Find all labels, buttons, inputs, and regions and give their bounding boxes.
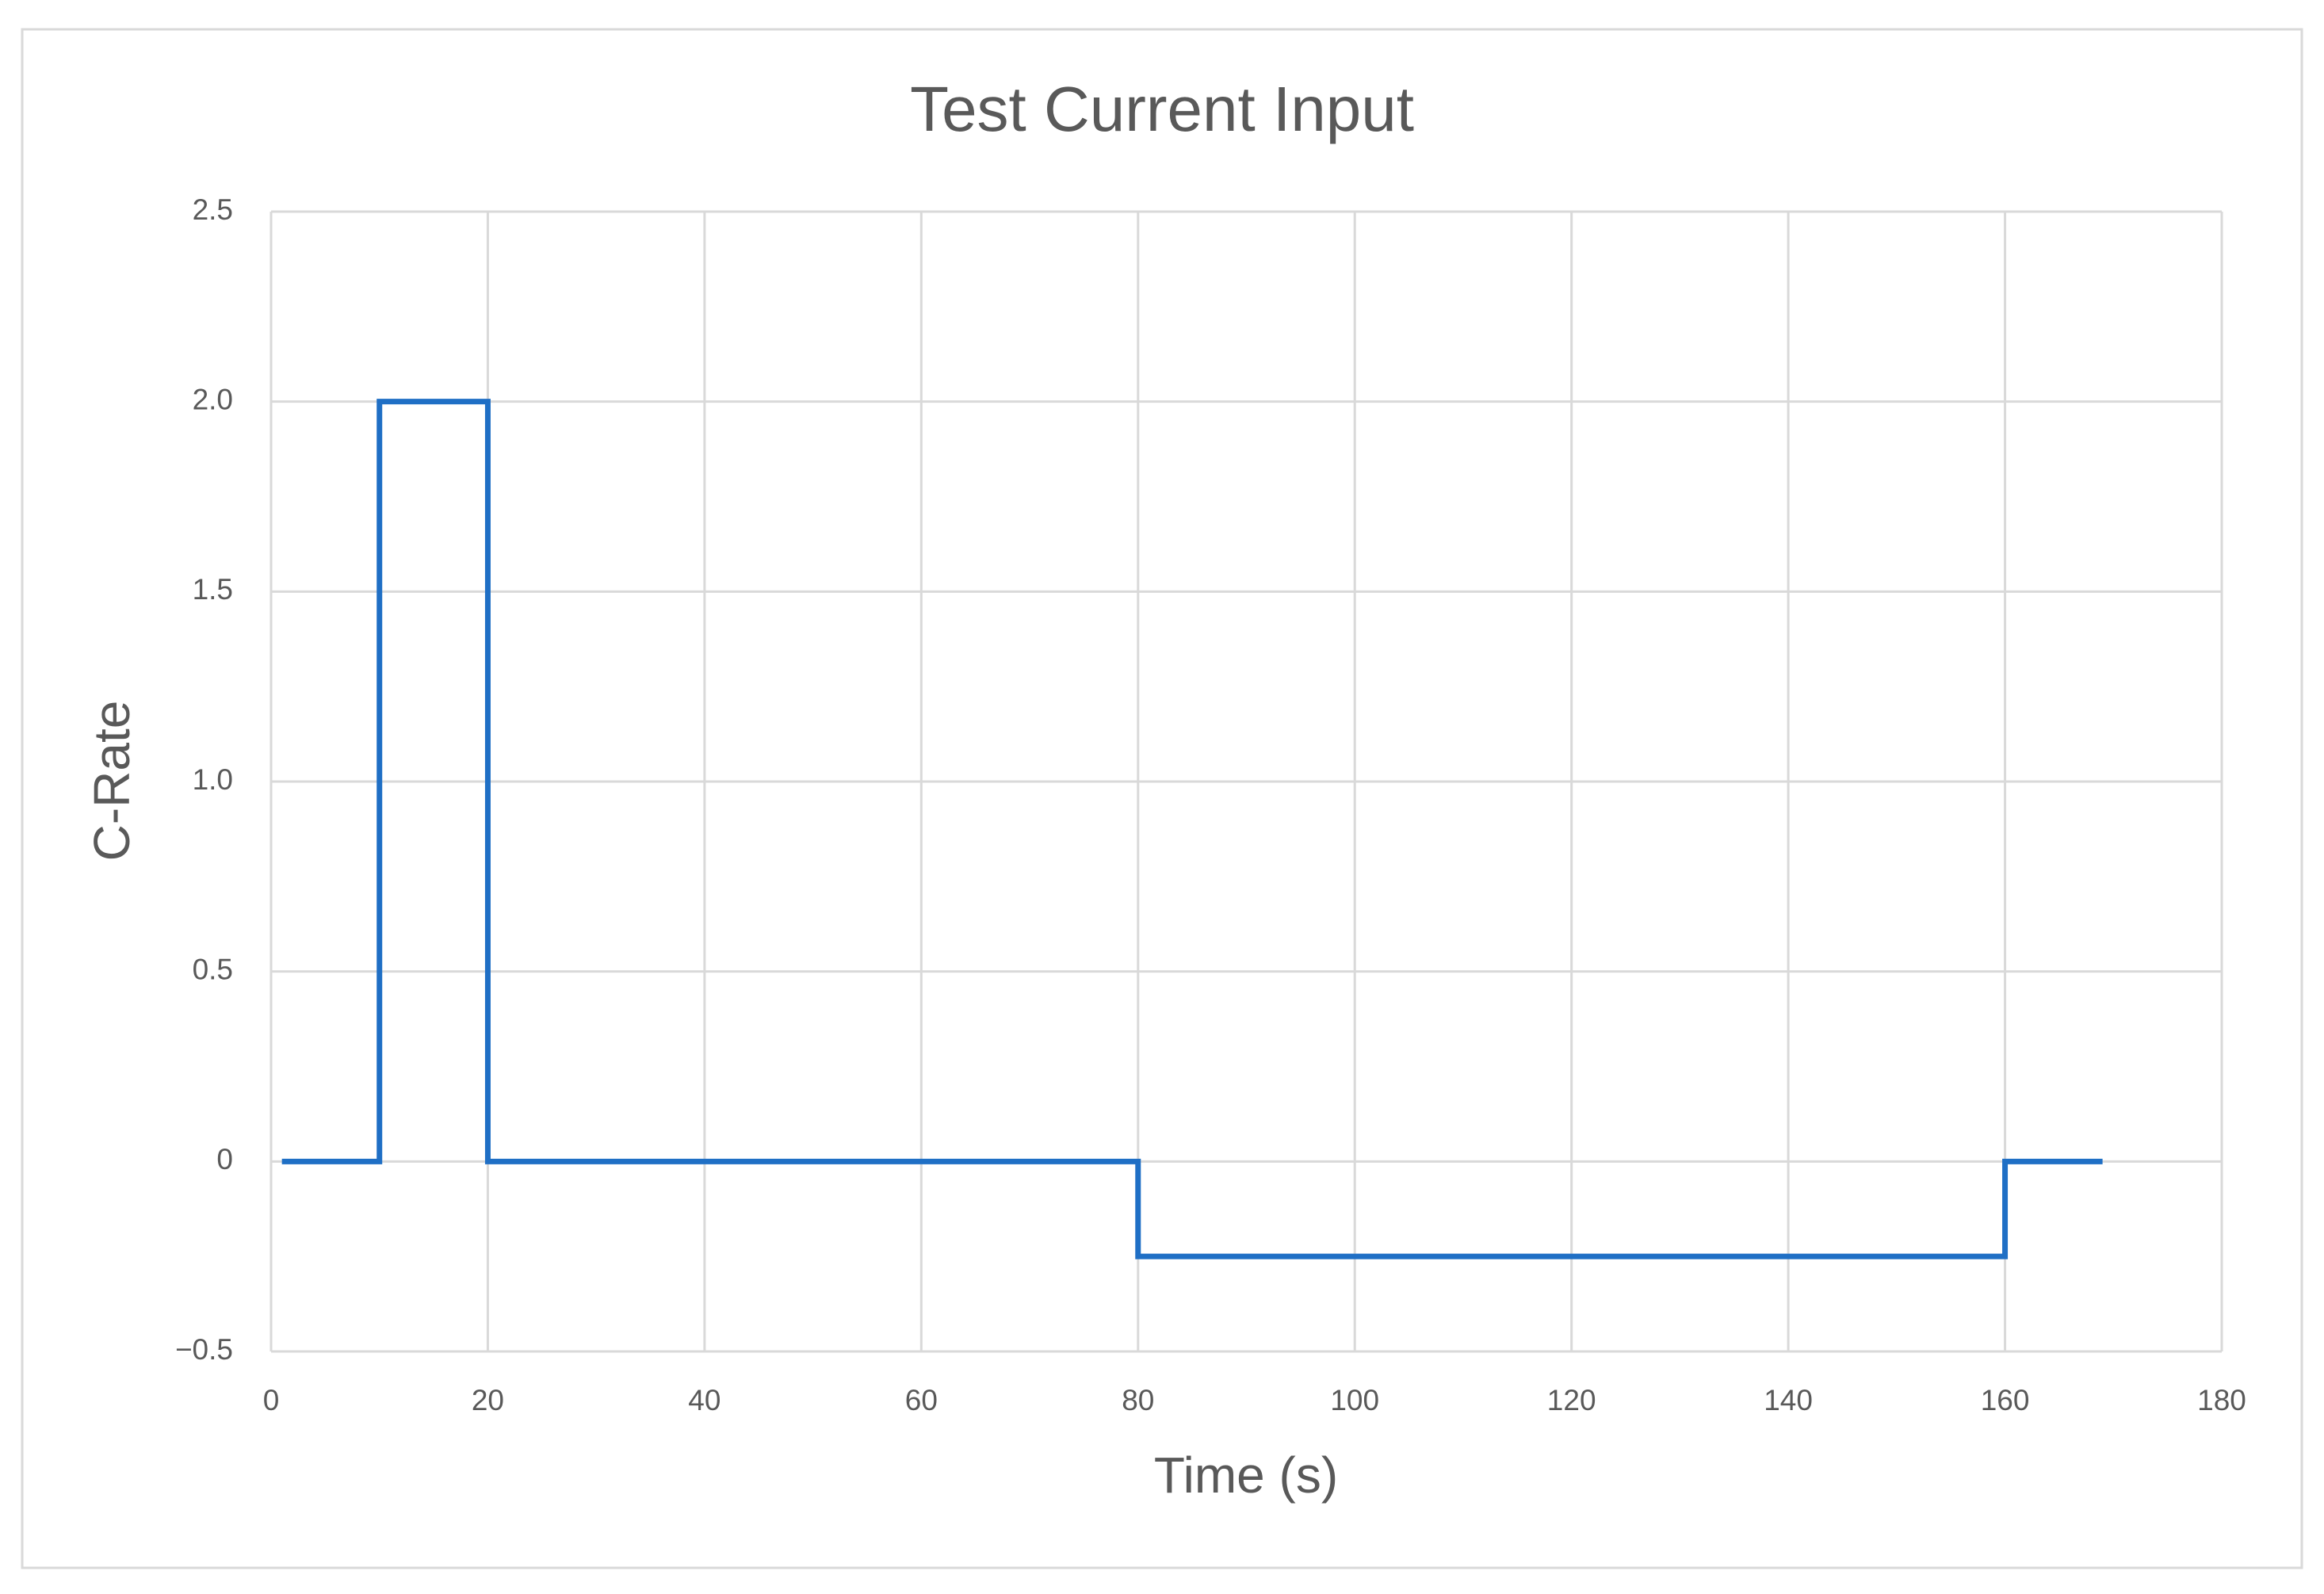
x-tick-label: 80 xyxy=(1122,1384,1154,1416)
x-tick-label: 20 xyxy=(472,1384,504,1416)
y-tick-label: 1.5 xyxy=(193,573,233,606)
y-axis-label: C-Rate xyxy=(83,701,140,862)
x-tick-label: 160 xyxy=(1981,1384,2030,1416)
x-tick-label: 140 xyxy=(1764,1384,1813,1416)
chart-frame xyxy=(21,28,2303,1569)
x-tick-label: 0 xyxy=(263,1384,280,1416)
x-tick-label: 40 xyxy=(688,1384,721,1416)
x-tick-label: 100 xyxy=(1330,1384,1379,1416)
y-tick-label: 2.0 xyxy=(193,383,233,415)
y-tick-label: 0 xyxy=(216,1143,233,1175)
y-tick-label: 2.5 xyxy=(193,193,233,226)
x-tick-label: 60 xyxy=(905,1384,938,1416)
data-line xyxy=(281,399,2103,1260)
chart-title: Test Current Input xyxy=(910,74,1414,144)
x-tick-label: 120 xyxy=(1547,1384,1596,1416)
x-axis-label: Time (s) xyxy=(1154,1447,1338,1504)
y-tick-label: 1.0 xyxy=(193,763,233,796)
x-tick-label: 180 xyxy=(2197,1384,2246,1416)
y-tick-label: 0.5 xyxy=(193,953,233,985)
y-tick-label: −0.5 xyxy=(175,1333,233,1366)
